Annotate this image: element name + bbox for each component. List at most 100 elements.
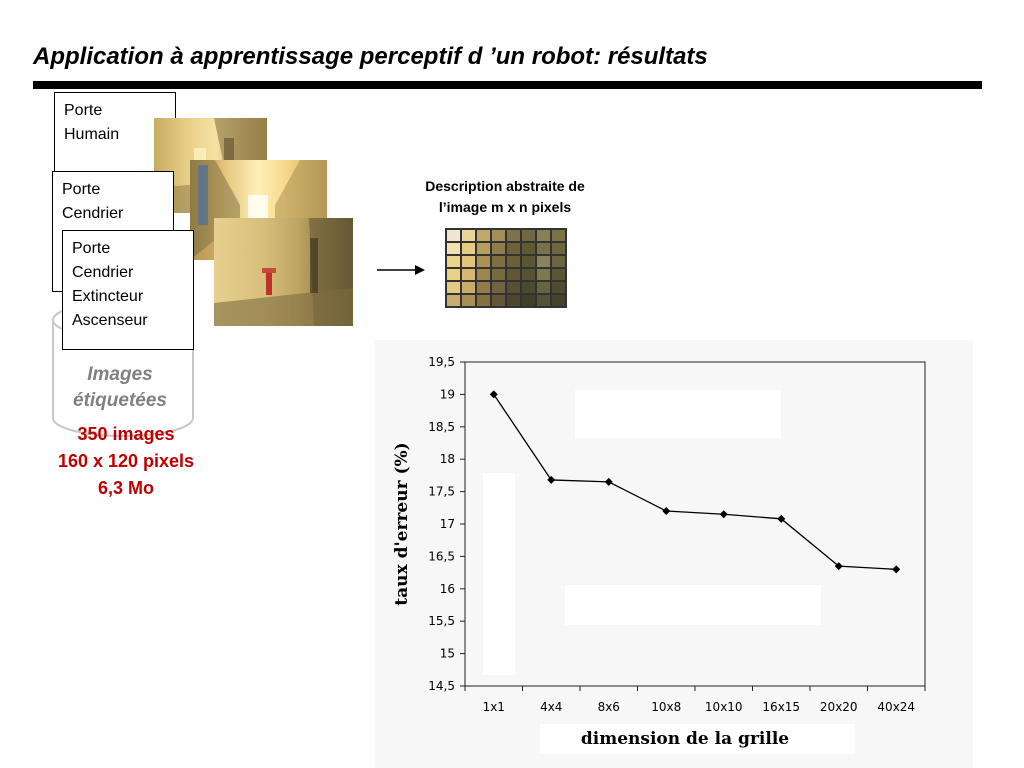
y-tick-label: 14,5 (428, 679, 455, 693)
image-count: 350 images (77, 424, 175, 444)
grid-cell (536, 268, 551, 281)
chart-mask (575, 390, 781, 438)
grid-cell (491, 281, 506, 294)
card-label: Porte (72, 240, 111, 257)
x-tick-label: 8x6 (598, 700, 620, 714)
chart-mask (540, 724, 855, 754)
grid-cell (491, 255, 506, 268)
data-point (777, 514, 786, 523)
database-stats: 350 images 160 x 120 pixels 6,3 Mo (28, 421, 224, 502)
card-label: Porte (62, 181, 101, 198)
grid-cell (461, 281, 476, 294)
label-card-full: Porte Cendrier Extincteur Ascenseur (62, 230, 194, 350)
grid-cell (461, 255, 476, 268)
y-tick-label: 15 (440, 647, 455, 661)
y-tick-label: 18 (440, 452, 455, 466)
database-label-line: Images (87, 364, 153, 385)
grid-cell (551, 229, 566, 242)
grid-cell (551, 255, 566, 268)
grid-cell (551, 242, 566, 255)
grid-cell (536, 255, 551, 268)
grid-cell (506, 229, 521, 242)
grid-cell (506, 255, 521, 268)
grid-cell (521, 268, 536, 281)
y-tick-label: 17,5 (428, 485, 455, 499)
card-label: Cendrier (72, 264, 134, 281)
y-tick-label: 17 (440, 517, 455, 531)
grid-cell (446, 255, 461, 268)
x-tick-label: 4x4 (540, 700, 562, 714)
data-point (547, 475, 556, 484)
card-label: Extincteur (72, 288, 144, 305)
card-label: Porte (64, 102, 103, 119)
grid-cell (551, 268, 566, 281)
grid-cell (476, 255, 491, 268)
y-tick-label: 19 (440, 387, 455, 401)
chart-mask (565, 585, 821, 625)
database-label: Images étiquetées (52, 362, 188, 414)
title-underline (33, 81, 982, 89)
grid-cell (551, 294, 566, 307)
grid-cell (446, 229, 461, 242)
y-tick-label: 18,5 (428, 420, 455, 434)
grid-cell (521, 242, 536, 255)
x-tick-label: 10x10 (705, 700, 743, 714)
corridor-photo-3 (214, 218, 353, 326)
y-tick-label: 16 (440, 582, 455, 596)
x-tick-label: 40x24 (877, 700, 915, 714)
description-line: Description abstraite de (425, 178, 585, 194)
abstract-description: Description abstraite de l’image m x n p… (396, 176, 614, 218)
pixel-grid (445, 228, 567, 308)
data-point (604, 477, 613, 486)
grid-cell (446, 294, 461, 307)
data-point (892, 565, 901, 574)
grid-cell (521, 229, 536, 242)
grid-cell (476, 229, 491, 242)
grid-cell (536, 242, 551, 255)
description-line: l’image m x n pixels (438, 199, 572, 215)
x-tick-label: 1x1 (483, 700, 505, 714)
grid-cell (476, 281, 491, 294)
series-line (493, 394, 897, 571)
grid-cell (461, 294, 476, 307)
x-tick-label: 20x20 (820, 700, 858, 714)
grid-cell (521, 255, 536, 268)
grid-cell (491, 229, 506, 242)
grid-cell (506, 281, 521, 294)
grid-cell (506, 242, 521, 255)
grid-cell (476, 294, 491, 307)
database-weight: 6,3 Mo (97, 478, 154, 498)
y-tick-label: 15,5 (428, 614, 455, 628)
grid-cell (491, 294, 506, 307)
right-arrow-icon (377, 265, 425, 275)
grid-cell (446, 242, 461, 255)
grid-cell (446, 268, 461, 281)
x-tick-label: 16x15 (762, 700, 800, 714)
y-tick-label: 19,5 (428, 355, 455, 369)
grid-cell (521, 281, 536, 294)
grid-cell (461, 242, 476, 255)
x-tick-label: 10x8 (651, 700, 681, 714)
grid-cell (491, 242, 506, 255)
grid-cell (536, 281, 551, 294)
database-label-line: étiquetées (73, 390, 167, 411)
grid-cell (521, 294, 536, 307)
card-label: Ascenseur (72, 312, 148, 329)
grid-cell (506, 268, 521, 281)
grid-cell (491, 268, 506, 281)
x-axis-label: dimension de la grille (581, 729, 789, 749)
grid-cell (506, 294, 521, 307)
slide-title: Application à apprentissage perceptif d … (33, 43, 708, 70)
grid-cell (536, 294, 551, 307)
image-size: 160 x 120 pixels (57, 451, 195, 471)
card-label: Cendrier (62, 205, 124, 222)
card-label: Humain (64, 126, 120, 143)
error-rate-chart: 19,5 19 18,5 18 17,5 17 16,5 16 15,5 15 14,5 1x1 4x… (375, 340, 973, 768)
grid-cell (476, 268, 491, 281)
chart-mask (483, 473, 515, 675)
data-point (834, 562, 843, 571)
grid-cell (551, 281, 566, 294)
grid-cell (446, 281, 461, 294)
grid-cell (536, 229, 551, 242)
data-point (719, 510, 728, 519)
